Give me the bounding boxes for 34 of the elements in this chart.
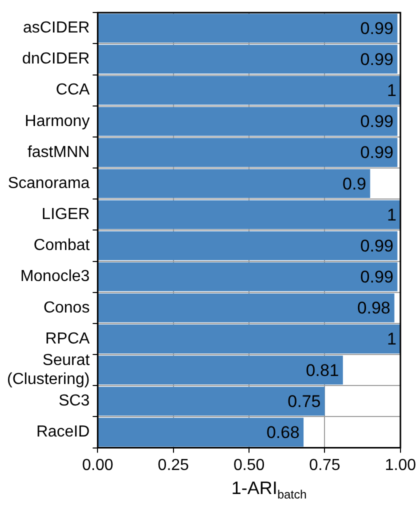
y-tick-label: Combat xyxy=(34,237,90,254)
y-tick-label: dnCIDER xyxy=(22,50,90,68)
y-tick-label: fastMNN xyxy=(27,144,90,161)
data-label: 0.81 xyxy=(306,360,339,380)
x-axis-title: 1-ARI$_{batch}$ xyxy=(230,478,308,502)
y-tick-label: Monocle3 xyxy=(20,268,90,286)
data-label: 0.99 xyxy=(360,143,394,162)
y-tick-label: Harmony xyxy=(24,112,90,130)
x-tick-label: 0.25 xyxy=(158,456,190,474)
y-tick-label: Seurat (Clustering) xyxy=(7,352,90,388)
x-tick-label: 0.50 xyxy=(233,456,265,474)
x-tick-label: 0.00 xyxy=(82,456,114,474)
data-label: 0.9 xyxy=(342,174,366,194)
y-tick-label: asCIDER xyxy=(23,20,90,37)
y-tick-label: Scanorama xyxy=(8,174,90,192)
x-tick-label: 1.00 xyxy=(384,456,416,474)
data-label: 1 xyxy=(386,81,396,100)
y-tick-label: CCA xyxy=(56,82,90,99)
x-tick-label: 0.75 xyxy=(309,456,340,474)
data-label: 0.75 xyxy=(288,392,321,411)
data-label: 0.68 xyxy=(266,422,300,442)
data-label: 0.99 xyxy=(360,236,394,256)
y-tick-label: Conos xyxy=(43,299,90,316)
y-tick-label: SC3 xyxy=(58,392,90,410)
data-label: 1 xyxy=(386,330,396,349)
data-label: 0.99 xyxy=(360,112,394,132)
y-tick-label: RaceID xyxy=(36,424,90,441)
data-label: 0.98 xyxy=(357,298,390,318)
data-label: 0.99 xyxy=(360,50,394,69)
data-label: 0.99 xyxy=(360,268,394,287)
y-tick-label: RPCA xyxy=(45,330,90,348)
data-label: 1 xyxy=(386,205,396,224)
y-tick-label: LIGER xyxy=(42,206,90,224)
data-label: 0.99 xyxy=(360,18,394,38)
